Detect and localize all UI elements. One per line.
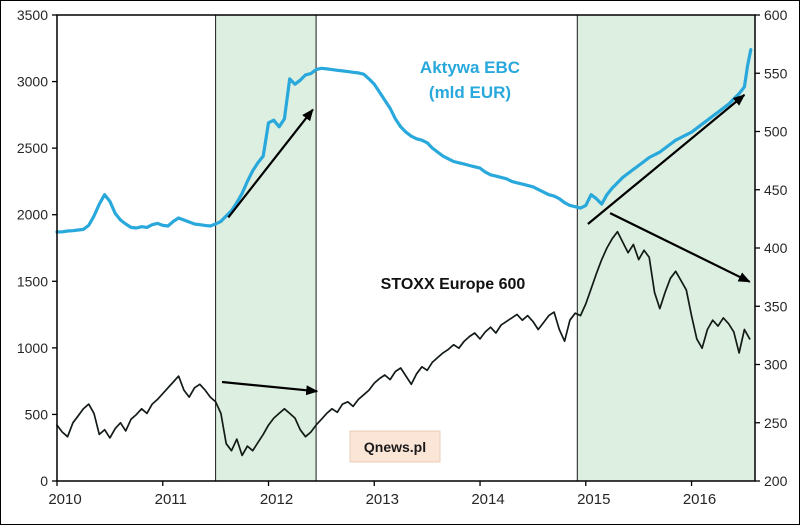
x-axis-label: 2011 [155,491,187,508]
plot-border [56,14,756,482]
series-line-ecb [55,47,753,234]
right-axis-label: 200 [764,473,788,489]
watermark-text: Qnews.pl [364,439,426,455]
right-axis-label: 550 [764,65,788,81]
trend-arrow [221,380,319,396]
right-axis-label: 500 [764,124,788,140]
right-axis-label: 350 [764,298,788,314]
left-axis-label: 1000 [17,340,48,356]
left-axis-label: 3000 [17,74,48,90]
x-axis-label: 2015 [577,491,610,508]
ecb-series-label-line1: Aktywa EBC [420,58,520,77]
left-axis-label: 3500 [17,7,48,23]
left-axis-label: 500 [25,406,49,422]
x-axis-label: 2010 [48,491,81,508]
highlight-band [215,14,317,482]
x-axis-label: 2014 [471,491,504,508]
series-lines [55,47,753,457]
axes: 0 500 1000 1500 2000 2500 3000 3500 200 250 300 350… [17,7,788,508]
left-axis-label: 1500 [17,273,48,289]
x-axis-label: 2013 [366,491,399,508]
x-axis-label: 2012 [260,491,293,508]
right-axis-label: 600 [764,7,788,23]
x-axis-label: 2016 [683,491,716,508]
left-axis-label: 2000 [17,207,48,223]
left-axis-label: 0 [40,473,48,489]
left-axis-label: 2500 [17,140,48,156]
ecb-series-label-line2: (mld EUR) [429,83,511,102]
stoxx-series-label: STOXX Europe 600 [381,276,526,293]
highlight-band [576,14,756,482]
right-axis-label: 300 [764,357,788,373]
right-axis-label: 400 [764,240,788,256]
right-axis-label: 250 [764,415,788,431]
trend-arrow [587,94,746,225]
trend-arrow [609,212,751,283]
trend-arrows [221,94,751,396]
watermark-box [349,430,441,463]
series-line-stoxx [56,230,751,457]
trend-arrow [227,108,314,219]
right-axis-label: 450 [764,182,788,198]
